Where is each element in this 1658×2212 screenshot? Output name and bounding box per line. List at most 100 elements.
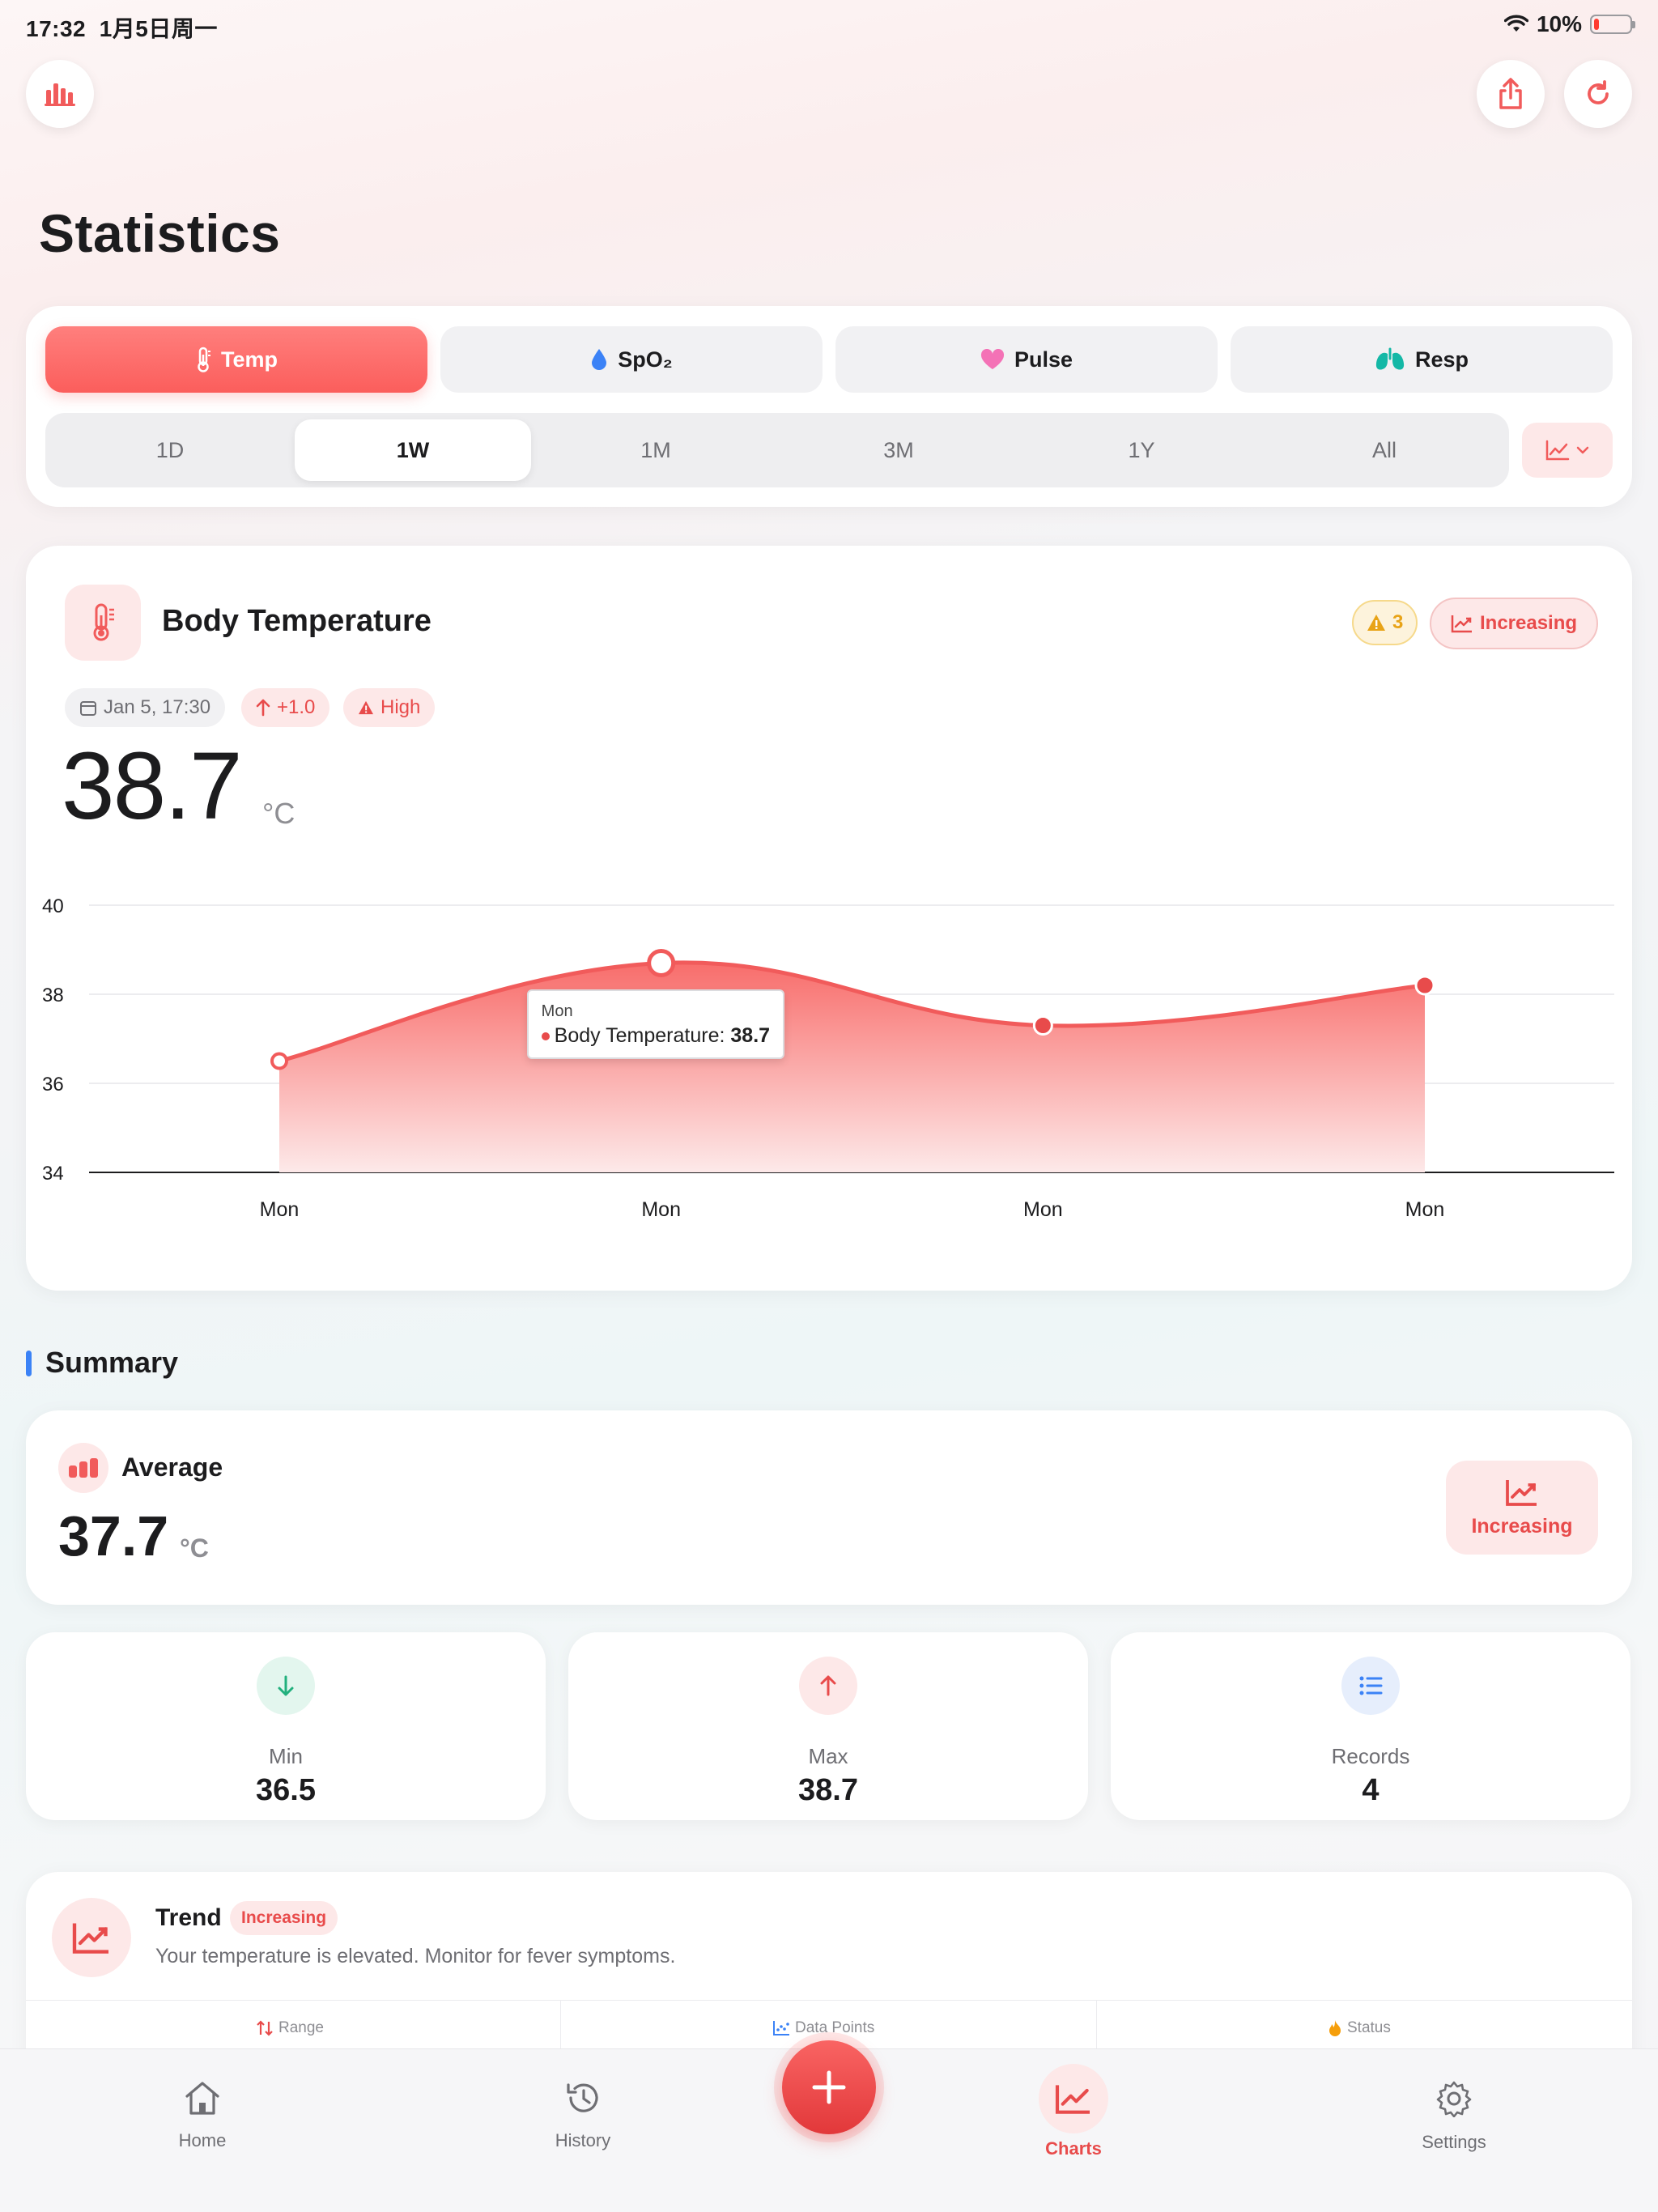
tab-temp[interactable]: Temp	[45, 326, 427, 393]
max-value: 38.7	[798, 1773, 858, 1807]
temperature-card-icon-box	[65, 585, 141, 661]
status-indicators: 10%	[1503, 11, 1635, 37]
level-text: High	[380, 696, 421, 718]
average-icon-box	[58, 1443, 108, 1493]
scatter-icon	[773, 2021, 789, 2035]
data-point	[1032, 1015, 1053, 1036]
trend-badge-label: Increasing	[1480, 612, 1578, 634]
level-pill: High	[343, 688, 436, 727]
trend-badge[interactable]: Increasing	[1430, 598, 1599, 649]
y-tick-label: 38	[42, 985, 64, 1006]
trend-up-icon	[72, 1923, 108, 1954]
change-text: +1.0	[277, 696, 316, 718]
average-label: Average	[121, 1453, 223, 1482]
footer-data-points-label: Data Points	[795, 2019, 875, 2036]
settings-icon	[1436, 2081, 1472, 2117]
tooltip-marker	[541, 1032, 550, 1040]
status-bar: 17:32 1月5日周一 10%	[0, 0, 1658, 50]
range-1d[interactable]: 1D	[155, 437, 185, 462]
range-all[interactable]: All	[1371, 437, 1397, 462]
flame-icon	[1329, 2020, 1341, 2036]
max-stat-card: Max 38.7	[568, 1632, 1088, 1820]
status-time: 17:32 1月5日周一	[26, 16, 218, 41]
nav-history[interactable]: History	[502, 2080, 664, 2151]
max-label: Max	[808, 1744, 848, 1768]
nav-charts-highlight	[1039, 2064, 1108, 2133]
records-stat-card: Records 4	[1111, 1632, 1630, 1820]
heart-icon	[980, 349, 1004, 369]
temperature-chart[interactable]: 34 36 38 40 Mon Mon Mon Mon	[0, 0, 1658, 1263]
nav-settings[interactable]: Settings	[1373, 2080, 1535, 2153]
nav-home-label: Home	[178, 2130, 227, 2150]
temperature-card-title: Body Temperature	[162, 604, 432, 638]
nav-charts[interactable]: Charts	[993, 2064, 1154, 2159]
data-point	[270, 1052, 288, 1070]
arrow-down-icon	[278, 1675, 294, 1696]
range-3m[interactable]: 3M	[883, 437, 914, 462]
column-divider	[560, 2000, 561, 2048]
nav-charts-label: Charts	[1045, 2138, 1102, 2159]
x-tick-label: Mon	[260, 1198, 300, 1221]
footer-status-label: Status	[1347, 2019, 1391, 2036]
refresh-icon	[1588, 80, 1609, 104]
y-tick-label: 40	[42, 895, 64, 917]
tab-resp[interactable]: Resp	[1231, 326, 1613, 393]
arrow-up-icon	[256, 699, 270, 717]
home-icon	[185, 2082, 219, 2115]
share-icon	[1499, 78, 1522, 109]
warning-icon	[1367, 615, 1385, 631]
average-unit: °C	[180, 1534, 209, 1563]
current-temperature-value: 38.7	[62, 733, 243, 840]
wifi-icon	[1503, 15, 1528, 32]
current-temperature-unit: °C	[262, 797, 295, 830]
range-icon	[257, 2020, 273, 2036]
refresh-button[interactable]	[1564, 60, 1632, 128]
lungs-icon	[1375, 347, 1405, 370]
tooltip-row: Body Temperature: 38.7	[541, 1024, 770, 1048]
chart-tooltip: Mon Body Temperature: 38.7	[526, 989, 785, 1059]
add-reading-button[interactable]	[782, 2040, 876, 2134]
min-label: Min	[269, 1744, 303, 1768]
tab-pulse[interactable]: Pulse	[835, 326, 1218, 393]
trend-message: Your temperature is elevated. Monitor fo…	[155, 1945, 676, 1967]
list-icon	[1359, 1676, 1383, 1695]
nav-history-label: History	[555, 2130, 611, 2150]
thermometer-icon	[93, 603, 114, 641]
nav-settings-label: Settings	[1422, 2132, 1486, 2152]
charts-icon	[1055, 2085, 1090, 2114]
bar-chart-icon	[69, 1458, 98, 1478]
footer-data-points: Data Points	[772, 2019, 874, 2037]
average-trend-badge[interactable]: Increasing	[1446, 1461, 1598, 1555]
max-icon-box	[799, 1657, 857, 1715]
trend-status-badge: Increasing	[230, 1901, 338, 1935]
share-button[interactable]	[1477, 60, 1545, 128]
history-icon	[567, 2083, 598, 2112]
chevron-down-icon	[1576, 446, 1589, 454]
y-tick-label: 36	[42, 1074, 64, 1095]
range-1w[interactable]: 1W	[295, 419, 531, 481]
footer-range: Range	[256, 2019, 324, 2037]
trend-card-icon-box	[52, 1898, 131, 1977]
data-point	[1414, 975, 1435, 996]
tooltip-title: Mon	[541, 1002, 573, 1020]
stats-overview-button[interactable]	[26, 60, 94, 128]
records-value: 4	[1362, 1773, 1380, 1807]
bar-chart-icon	[45, 83, 75, 106]
range-1m[interactable]: 1M	[640, 437, 671, 462]
min-stat-card: Min 36.5	[26, 1632, 546, 1820]
records-icon-box	[1341, 1657, 1400, 1715]
y-tick-label: 34	[42, 1163, 64, 1185]
nav-home[interactable]: Home	[121, 2080, 283, 2151]
warning-badge[interactable]: 3	[1352, 600, 1418, 645]
timestamp-text: Jan 5, 17:30	[104, 696, 211, 718]
range-1y[interactable]: 1Y	[1128, 437, 1155, 462]
data-point-active	[647, 949, 676, 977]
range-selector: 1D 1W 1M 3M 1Y All	[45, 413, 1509, 487]
average-value: 37.7	[58, 1504, 169, 1568]
calendar-icon	[80, 701, 96, 716]
plus-icon	[812, 2070, 846, 2104]
line-chart-icon	[1545, 440, 1570, 461]
chart-type-dropdown[interactable]	[1522, 423, 1613, 478]
trend-divider	[26, 2000, 1632, 2001]
tab-spo2[interactable]: SpO₂	[440, 326, 823, 393]
